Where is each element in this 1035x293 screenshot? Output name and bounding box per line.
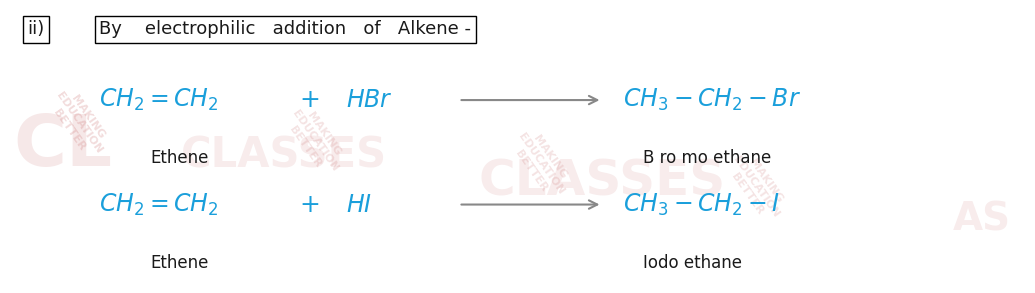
Text: MAKING
EDUCATION
BETTER: MAKING EDUCATION BETTER — [280, 102, 349, 180]
Text: CLASSES: CLASSES — [479, 157, 726, 205]
Text: B ro mo ethane: B ro mo ethane — [644, 149, 772, 167]
Text: Iodo ethane: Iodo ethane — [644, 253, 742, 272]
Text: $\mathit{CH_2=CH_2}$: $\mathit{CH_2=CH_2}$ — [99, 191, 218, 218]
Text: CL: CL — [13, 112, 113, 181]
Text: MAKING
EDUCATION
BETTER: MAKING EDUCATION BETTER — [506, 125, 575, 203]
Text: By    electrophilic   addition   of   Alkene -: By electrophilic addition of Alkene - — [99, 20, 471, 38]
Text: $\mathit{CH_3-CH_2-Br}$: $\mathit{CH_3-CH_2-Br}$ — [623, 87, 801, 113]
Text: $\mathit{HBr}$: $\mathit{HBr}$ — [346, 88, 392, 112]
Text: Ethene: Ethene — [150, 149, 209, 167]
Text: CLASSES: CLASSES — [181, 134, 387, 176]
Text: $\mathit{CH_3-CH_2-I}$: $\mathit{CH_3-CH_2-I}$ — [623, 191, 780, 218]
Text: MAKING
EDUCATION
BETTER: MAKING EDUCATION BETTER — [722, 148, 791, 226]
Text: AS: AS — [953, 200, 1011, 238]
Text: $\mathit{CH_2=CH_2}$: $\mathit{CH_2=CH_2}$ — [99, 87, 218, 113]
Text: Ethene: Ethene — [150, 253, 209, 272]
Text: $\mathit{HI}$: $\mathit{HI}$ — [346, 193, 372, 217]
Text: +: + — [299, 193, 320, 217]
Text: MAKING
EDUCATION
BETTER: MAKING EDUCATION BETTER — [45, 84, 113, 162]
Text: +: + — [299, 88, 320, 112]
Text: ii): ii) — [27, 20, 45, 38]
